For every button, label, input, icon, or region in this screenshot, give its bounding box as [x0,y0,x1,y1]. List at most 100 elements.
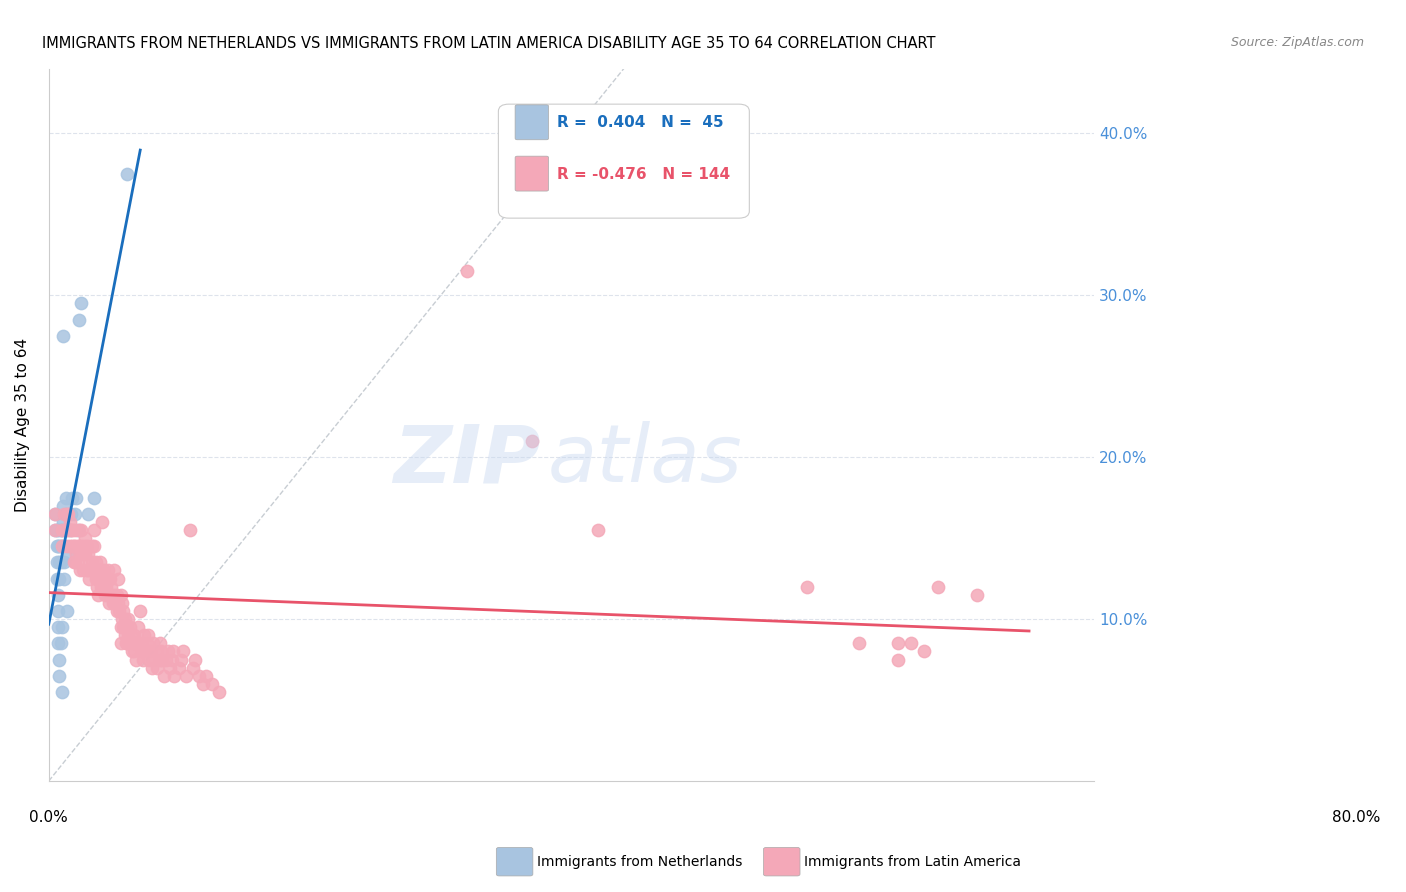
FancyBboxPatch shape [498,104,749,219]
Text: ZIP: ZIP [394,421,541,500]
Point [141,660,163,674]
Point [125,652,148,666]
Point [83,539,105,553]
Point [52,499,75,513]
Text: Source: ZipAtlas.com: Source: ZipAtlas.com [1230,36,1364,49]
Point [53,572,76,586]
Point [522,434,544,448]
Point [114,612,136,626]
Point [110,620,132,634]
Point [162,644,184,658]
Point [51,620,73,634]
Point [136,644,159,658]
Point [93,564,115,578]
Point [179,523,201,537]
Point [60,523,83,537]
Point [145,644,167,658]
Point [139,644,162,658]
Text: 80.0%: 80.0% [1331,810,1381,824]
Point [111,612,134,626]
Point [124,636,146,650]
Point [63,539,86,553]
Point [46,636,69,650]
Point [58,547,80,561]
Point [49,539,72,553]
Point [134,644,156,658]
Point [160,652,183,666]
Point [191,677,214,691]
Point [77,555,100,569]
Point [90,564,112,578]
Point [114,628,136,642]
Point [134,628,156,642]
Point [105,588,128,602]
Point [97,564,120,578]
Point [44,523,66,537]
Point [56,539,79,553]
Point [80,539,103,553]
Point [51,539,73,553]
Point [67,312,90,326]
Point [51,539,73,553]
Point [149,652,172,666]
Point [77,547,100,561]
Point [181,660,204,674]
Point [77,564,100,578]
Point [66,523,89,537]
Point [96,580,118,594]
Point [208,685,231,699]
Point [56,604,79,618]
Point [111,596,134,610]
Point [796,580,818,594]
Point [91,515,114,529]
Point [112,604,135,618]
Point [79,564,101,578]
Text: atlas: atlas [547,421,742,500]
Point [48,669,70,683]
Point [67,523,90,537]
Point [55,491,77,505]
Point [45,539,67,553]
Point [174,669,197,683]
Point [59,515,82,529]
Point [100,580,122,594]
Point [80,555,103,569]
Point [131,644,153,658]
Point [110,588,132,602]
Point [48,572,70,586]
Point [46,620,69,634]
Point [103,588,125,602]
Point [77,507,100,521]
Point [169,660,191,674]
Point [83,523,105,537]
Point [121,644,143,658]
Point [62,539,84,553]
Point [73,539,96,553]
Point [172,644,194,658]
Point [118,636,141,650]
Point [86,580,108,594]
Point [70,523,93,537]
Point [586,523,609,537]
Point [127,636,149,650]
Point [82,564,104,578]
Point [107,572,129,586]
Text: IMMIGRANTS FROM NETHERLANDS VS IMMIGRANTS FROM LATIN AMERICA DISABILITY AGE 35 T: IMMIGRANTS FROM NETHERLANDS VS IMMIGRANT… [42,36,935,51]
Point [58,523,80,537]
Point [75,547,97,561]
Point [149,636,172,650]
Text: Immigrants from Netherlands: Immigrants from Netherlands [537,855,742,869]
Point [46,604,69,618]
Point [53,555,76,569]
Point [120,628,142,642]
Point [87,572,110,586]
Point [59,523,82,537]
Point [105,604,128,618]
Point [115,636,138,650]
Point [142,652,165,666]
Point [60,491,83,505]
Point [115,167,138,181]
Point [122,644,145,658]
Point [89,555,111,569]
Point [63,555,86,569]
